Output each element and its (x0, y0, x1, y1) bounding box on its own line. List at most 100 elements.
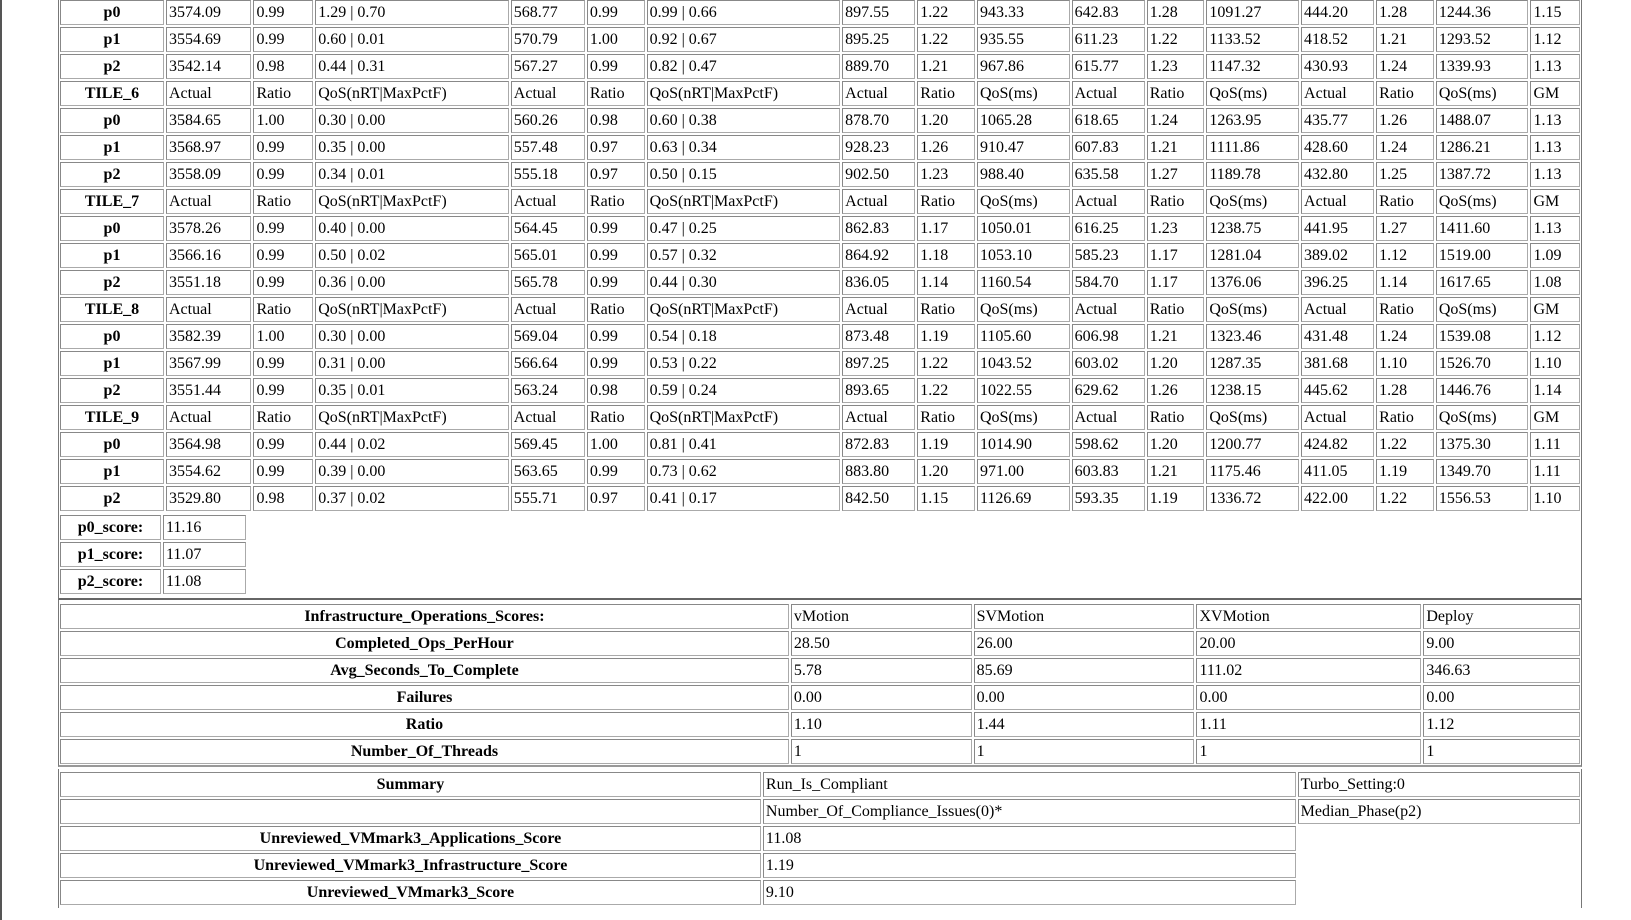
table-row: p0 3574.09 0.99 1.29 | 0.70 568.77 0.99 0.99 |… (60, 0, 1580, 25)
results-frame (58, 0, 1582, 600)
data-cell: 0.82 | 0.47 (646, 54, 841, 79)
column-header: Actual (510, 81, 585, 106)
ops-header-row: Infrastructure_Operations_Scores: vMotion… (60, 604, 1580, 629)
data-cell: 0.98 (253, 54, 314, 79)
data-cell: 1.20 (1146, 432, 1205, 457)
data-cell: 1.22 (917, 27, 975, 52)
data-cell: 1022.55 (976, 378, 1070, 403)
data-cell: 1.22 (917, 378, 975, 403)
table-row: p1 3554.62 0.99 0.39 | 0.00 563.65 0.99 0.73 |… (60, 459, 1580, 484)
table-row: p0 3564.98 0.99 0.44 | 0.02 569.45 1.00 0.81 |… (60, 432, 1580, 457)
data-cell: 1.26 (1376, 108, 1434, 133)
column-header: Ratio (1146, 297, 1205, 322)
data-cell: 1.27 (1146, 162, 1205, 187)
ops-value: 111.02 (1196, 658, 1422, 683)
data-cell: 1.25 (1376, 162, 1434, 187)
ops-label: Avg_Seconds_To_Complete (60, 658, 789, 683)
column-header: Actual (842, 189, 916, 214)
window-edge (0, 0, 2, 920)
data-cell: 1.28 (1376, 0, 1434, 25)
data-cell: 1.21 (1146, 459, 1205, 484)
data-cell: 606.98 (1071, 324, 1145, 349)
data-cell: 1.13 (1530, 162, 1580, 187)
data-cell: 1126.69 (976, 486, 1070, 511)
data-cell: 1.14 (1530, 378, 1580, 403)
data-cell: 555.18 (510, 162, 585, 187)
data-cell: 0.99 (253, 0, 314, 25)
column-header: Ratio (1146, 405, 1205, 430)
ops-value: 9.00 (1423, 631, 1580, 656)
table-row: p2 3529.80 0.98 0.37 | 0.02 555.71 0.97 0.41 |… (60, 486, 1580, 511)
data-cell: 563.65 (510, 459, 585, 484)
table-row: p2 3542.14 0.98 0.44 | 0.31 567.27 0.99 0.82 |… (60, 54, 1580, 79)
data-cell: 432.80 (1301, 162, 1375, 187)
column-header: Actual (1071, 81, 1145, 106)
column-header: Ratio (586, 189, 645, 214)
tile-label: TILE_7 (60, 189, 164, 214)
data-cell: 569.04 (510, 324, 585, 349)
data-cell: 1105.60 (976, 324, 1070, 349)
data-cell: 424.82 (1301, 432, 1375, 457)
phase-label: p2 (60, 54, 164, 79)
summary-label (60, 799, 761, 824)
data-cell: 441.95 (1301, 216, 1375, 241)
infrastructure-operations-table: Infrastructure_Operations_Scores: vMotion… (58, 602, 1582, 766)
data-cell: 566.64 (510, 351, 585, 376)
data-cell: 1.11 (1530, 432, 1580, 457)
data-cell: 0.50 | 0.15 (646, 162, 841, 187)
data-cell: 0.63 | 0.34 (646, 135, 841, 160)
data-cell: 1.20 (917, 108, 975, 133)
summary-label: Summary (60, 772, 761, 797)
column-header: QoS(nRT|MaxPctF) (646, 81, 841, 106)
data-cell: 381.68 (1301, 351, 1375, 376)
data-cell: 418.52 (1301, 27, 1375, 52)
data-cell: 1091.27 (1206, 0, 1300, 25)
ops-label: Failures (60, 685, 789, 710)
column-header: QoS(ms) (1206, 297, 1300, 322)
data-cell: 0.36 | 0.00 (315, 270, 509, 295)
data-cell: 3558.09 (166, 162, 252, 187)
data-cell: 1.00 (253, 324, 314, 349)
data-cell: 1.17 (1146, 243, 1205, 268)
data-cell: 1053.10 (976, 243, 1070, 268)
data-cell: 1.23 (1146, 54, 1205, 79)
column-header: Ratio (586, 297, 645, 322)
data-cell: 567.27 (510, 54, 585, 79)
summary-label: Unreviewed_VMmark3_Infrastructure_Score (60, 853, 761, 878)
phase-label: p1 (60, 243, 164, 268)
data-cell: 1.21 (1376, 27, 1434, 52)
summary-value: 9.10 (762, 880, 1296, 905)
data-cell: 1.10 (1530, 486, 1580, 511)
data-cell: 1.21 (1146, 135, 1205, 160)
data-cell: 0.99 (253, 162, 314, 187)
data-cell: 1.24 (1376, 324, 1434, 349)
data-cell: 0.73 | 0.62 (646, 459, 841, 484)
data-cell: 1.00 (253, 108, 314, 133)
data-cell: 1.29 | 0.70 (315, 0, 509, 25)
ops-value: vMotion (790, 604, 972, 629)
column-header: Actual (510, 297, 585, 322)
data-cell: 864.92 (842, 243, 916, 268)
data-cell: 603.02 (1071, 351, 1145, 376)
data-cell: 568.77 (510, 0, 585, 25)
column-header: Ratio (586, 405, 645, 430)
data-cell: 1387.72 (1435, 162, 1529, 187)
data-cell: 560.26 (510, 108, 585, 133)
summary-label: Unreviewed_VMmark3_Applications_Score (60, 826, 761, 851)
column-header: Actual (166, 81, 252, 106)
data-cell: 428.60 (1301, 135, 1375, 160)
data-cell: 1.10 (1376, 351, 1434, 376)
data-cell: 1.28 (1376, 378, 1434, 403)
data-cell: 0.97 (586, 162, 645, 187)
data-cell: 1349.70 (1435, 459, 1529, 484)
phase-label: p2 (60, 378, 164, 403)
data-cell: 1050.01 (976, 216, 1070, 241)
data-cell: 0.57 | 0.32 (646, 243, 841, 268)
column-header: Ratio (253, 405, 314, 430)
data-cell: 0.99 (586, 54, 645, 79)
tile-header-row: TILE_7 Actual Ratio QoS(nRT|MaxPctF) Actual R… (60, 189, 1580, 214)
data-cell: 1.24 (1376, 135, 1434, 160)
score-value: 11.16 (163, 515, 246, 540)
data-cell: 0.99 (586, 324, 645, 349)
data-cell: 1.24 (1376, 54, 1434, 79)
